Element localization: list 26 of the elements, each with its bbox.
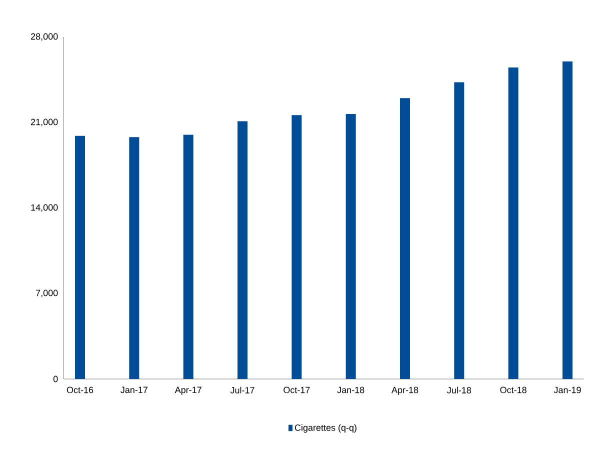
x-tick-label: Apr-17 — [174, 386, 202, 395]
x-tick-label: Oct-17 — [284, 386, 310, 394]
y-tick-label: 7,000 — [36, 290, 58, 298]
x-tick-label: Jan-17 — [120, 386, 148, 394]
y-tick-label: 21,000 — [31, 118, 58, 126]
y-tick-label: 0 — [53, 376, 58, 382]
x-tick-label: Oct-16 — [66, 386, 94, 394]
bar — [454, 82, 464, 379]
bar — [562, 61, 572, 379]
x-tick-label: Jan-19 — [554, 386, 581, 394]
x-tick-label: Apr-18 — [392, 386, 418, 395]
x-tick-label: Oct-18 — [500, 386, 526, 394]
x-tick-label: Jan-18 — [337, 386, 364, 394]
bar — [238, 121, 248, 379]
bar — [508, 68, 518, 379]
bar — [346, 114, 356, 379]
bar — [183, 134, 194, 379]
x-tick-label: Jul-17 — [230, 386, 254, 394]
bar — [292, 115, 302, 379]
bar — [129, 137, 140, 379]
x-tick-label: Jul-18 — [447, 386, 472, 394]
y-tick-label: 28,000 — [31, 33, 58, 41]
y-tick-label: 14,000 — [31, 204, 58, 212]
bar — [400, 98, 410, 379]
legend-label: Cigarettes (q-q) — [294, 424, 356, 433]
bar — [75, 136, 86, 379]
